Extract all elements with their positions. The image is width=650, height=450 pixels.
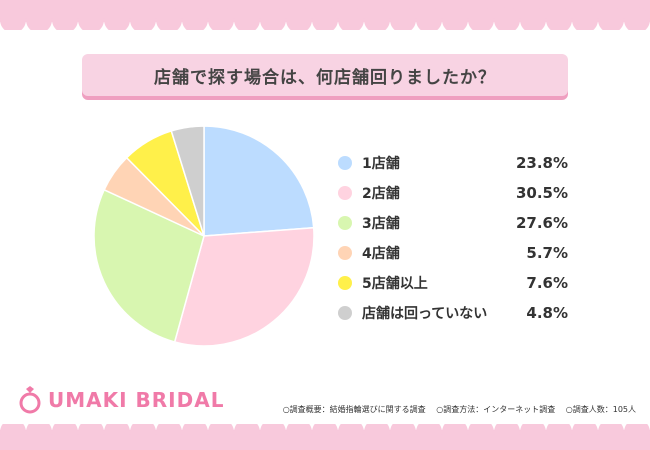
- pie-slice-1: [203, 125, 315, 237]
- legend-label: 店舗は回っていない: [362, 306, 488, 322]
- top-scalloped-border: [0, 0, 650, 30]
- legend-item-3: 3店舗 27.6%: [338, 208, 568, 238]
- chart-title: 店舗で探す場合は、何店舗回りましたか？: [82, 54, 568, 96]
- legend-item-5: 5店舗以上 7.6%: [338, 268, 568, 298]
- legend-percent: 30.5%: [515, 184, 568, 202]
- legend-percent: 27.6%: [515, 214, 568, 232]
- legend-item-6: 店舗は回っていない 4.8%: [338, 298, 568, 328]
- legend-label: 4店舗: [362, 246, 400, 262]
- legend-item-1: 1店舗 23.8%: [338, 148, 568, 178]
- legend-item-2: 2店舗 30.5%: [338, 178, 568, 208]
- pie-chart: [93, 125, 315, 347]
- pie-slice-6: [170, 125, 205, 237]
- legend-percent: 7.6%: [526, 274, 568, 292]
- legend-item-4: 4店舗 5.7%: [338, 238, 568, 268]
- bottom-scalloped-border: [0, 424, 650, 450]
- ring-icon: [19, 386, 41, 414]
- legend-percent: 23.8%: [515, 154, 568, 172]
- footnote-overview: ○調査概要：結婚指輪選びに関する調査: [282, 405, 426, 414]
- brand-logo: UMAKI BRIDAL: [18, 386, 224, 414]
- legend-label: 5店舗以上: [362, 276, 428, 292]
- legend-label: 3店舗: [362, 216, 400, 232]
- legend-swatch: [338, 246, 352, 260]
- brand-name: UMAKI BRIDAL: [48, 388, 225, 412]
- survey-footnote: ○調査概要：結婚指輪選びに関する調査 ○調査方法：インターネット調査 ○調査人数…: [275, 404, 636, 415]
- legend-label: 2店舗: [362, 186, 400, 202]
- legend-swatch: [338, 216, 352, 230]
- legend-swatch: [338, 306, 352, 320]
- footnote-method: ○調査方法：インターネット調査: [436, 405, 556, 414]
- legend-swatch: [338, 276, 352, 290]
- legend-swatch: [338, 186, 352, 200]
- legend-percent: 4.8%: [526, 304, 568, 322]
- legend: 1店舗 23.8% 2店舗 30.5% 3店舗 27.6% 4店舗 5.7% 5店舗以上 7.6%…: [338, 148, 568, 328]
- legend-label: 1店舗: [362, 156, 400, 172]
- pie-slice-3: [93, 188, 205, 343]
- footnote-respondents: ○調査人数：105人: [565, 405, 636, 414]
- pie-slice-2: [173, 226, 315, 347]
- legend-percent: 5.7%: [526, 244, 568, 262]
- legend-swatch: [338, 156, 352, 170]
